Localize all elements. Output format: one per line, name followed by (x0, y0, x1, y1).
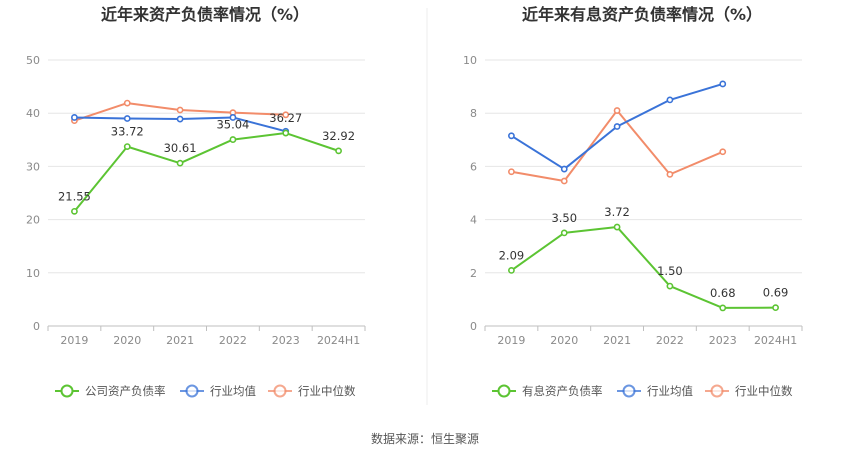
left-data-label: 35.04 (216, 118, 249, 132)
right-y-tick-label: 4 (470, 214, 477, 227)
left-legend-label-1[interactable]: 行业均值 (210, 384, 256, 398)
right-series-point-1 (560, 165, 568, 173)
right-series-point-2 (719, 148, 727, 156)
right-data-label: 2.09 (499, 248, 525, 262)
left-legend-swatch-marker[interactable] (185, 384, 199, 398)
left-data-label: 30.61 (164, 141, 197, 155)
right-data-label: 0.69 (763, 286, 789, 300)
right-x-tick-label: 2019 (497, 334, 525, 347)
left-series-line-0 (73, 132, 339, 212)
right-series-point-1 (508, 132, 515, 140)
left-series-point-0 (176, 159, 184, 167)
right-y-tick-label: 8 (470, 107, 477, 120)
right-y-tick-label: 10 (463, 54, 477, 67)
right-series-point-2 (508, 168, 515, 176)
right-series-line-2 (511, 109, 724, 183)
right-data-label: 1.50 (657, 264, 683, 278)
left-x-tick-label: 2020 (113, 334, 141, 347)
left-series-point-1 (176, 115, 184, 123)
right-y-tick-label: 2 (470, 267, 477, 280)
right-x-tick-label: 2021 (603, 334, 631, 347)
right-series-point-0 (772, 304, 779, 312)
right-series-point-2 (560, 177, 568, 185)
right-legend-swatch-marker[interactable] (497, 384, 511, 398)
right-series-point-2 (613, 107, 621, 114)
left-series-point-2 (282, 111, 290, 119)
left-series-point-0 (71, 207, 78, 215)
left-x-tick-label: 2021 (166, 334, 194, 347)
left-series-point-1 (123, 115, 131, 122)
right-series-point-1 (719, 80, 727, 88)
left-series-point-0 (335, 147, 342, 155)
right-legend-swatch-marker[interactable] (710, 384, 724, 398)
right-x-tick-label: 2022 (656, 334, 684, 347)
left-series-point-2 (123, 99, 131, 107)
left-data-label: 33.72 (111, 125, 144, 139)
left-y-tick-label: 20 (26, 214, 40, 227)
left-series-point-0 (282, 129, 290, 137)
left-series-point-0 (123, 143, 131, 151)
right-x-tick-label: 2024H1 (754, 334, 797, 347)
left-x-tick-label: 2022 (219, 334, 247, 347)
right-series-point-1 (613, 123, 621, 130)
right-series-point-0 (613, 223, 621, 231)
left-series-point-1 (229, 114, 237, 121)
right-data-label: 0.68 (710, 286, 736, 300)
left-y-tick-label: 10 (26, 267, 40, 280)
data-source-note: 数据来源：恒生聚源 (371, 431, 479, 446)
left-legend-label-2[interactable]: 行业中位数 (298, 384, 356, 398)
left-legend-label-0[interactable]: 公司资产负债率 (85, 384, 166, 398)
left-y-tick-label: 0 (33, 320, 40, 333)
left-legend-swatch-marker[interactable] (60, 384, 74, 398)
left-legend-swatch-marker[interactable] (273, 384, 287, 398)
left-chart-title: 近年来资产负债率情况（%） (101, 5, 309, 24)
left-data-label: 36.27 (269, 111, 302, 125)
left-series-point-0 (229, 136, 237, 143)
right-legend-swatch-marker[interactable] (622, 384, 636, 398)
right-series-point-0 (666, 282, 674, 290)
right-series-point-0 (560, 229, 568, 237)
right-y-tick-label: 0 (470, 320, 477, 333)
right-series-point-1 (666, 96, 674, 104)
left-x-tick-label: 2023 (272, 334, 300, 347)
right-x-tick-label: 2023 (709, 334, 737, 347)
right-legend-label-0[interactable]: 有息资产负债率 (522, 384, 603, 398)
right-data-label: 3.50 (551, 211, 577, 225)
right-series-point-0 (508, 267, 515, 274)
right-series-point-2 (666, 170, 674, 178)
right-x-tick-label: 2020 (550, 334, 578, 347)
left-y-tick-label: 40 (26, 107, 40, 120)
right-series-point-0 (719, 304, 727, 312)
right-series-line-0 (510, 226, 776, 309)
right-legend-label-1[interactable]: 行业均值 (647, 384, 693, 398)
left-series-point-2 (176, 106, 184, 114)
left-data-label: 21.55 (58, 189, 91, 203)
left-y-tick-label: 50 (26, 54, 40, 67)
left-x-tick-label: 2019 (60, 334, 88, 347)
left-data-label: 32.92 (322, 129, 355, 143)
left-series-point-1 (71, 114, 78, 121)
right-data-label: 3.72 (604, 205, 630, 219)
right-chart-title: 近年来有息资产负债率情况（%） (522, 5, 762, 24)
left-y-tick-label: 30 (26, 160, 40, 173)
right-legend-label-2[interactable]: 行业中位数 (735, 384, 793, 398)
right-y-tick-label: 6 (470, 160, 477, 173)
left-x-tick-label: 2024H1 (317, 334, 360, 347)
